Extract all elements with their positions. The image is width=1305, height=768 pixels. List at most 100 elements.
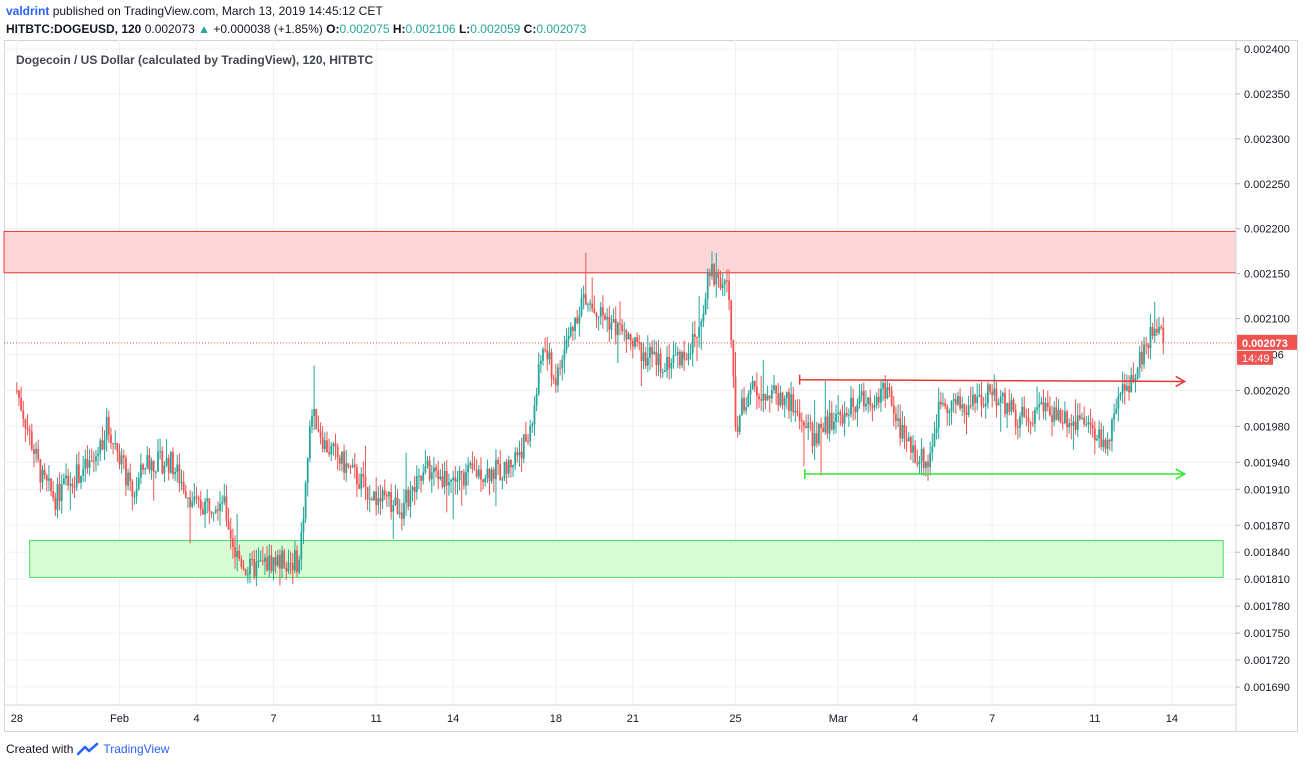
candle-body	[924, 461, 927, 469]
candle-body	[554, 378, 557, 386]
chart-frame[interactable]	[4, 40, 1298, 732]
candle-body	[392, 505, 395, 512]
candle-body	[507, 460, 510, 474]
tradingview-link[interactable]: TradingView	[103, 742, 170, 756]
price-change: +0.000038 (+1.85%)	[213, 22, 323, 36]
candle-body	[862, 391, 865, 407]
candle-body	[800, 420, 803, 422]
candle-body	[422, 472, 425, 481]
candle-body	[216, 509, 219, 511]
candle-body	[627, 334, 630, 340]
candle-body	[1121, 384, 1124, 394]
candle-body	[347, 463, 350, 467]
tradingview-logo-icon	[77, 742, 99, 756]
candle-body	[501, 478, 504, 481]
candle-body	[199, 499, 202, 510]
candle-body	[657, 353, 660, 366]
candle-body	[529, 425, 532, 442]
candle-body	[244, 569, 247, 575]
author-name[interactable]: valdrint	[6, 4, 50, 18]
candle-body	[180, 482, 183, 484]
x-tick-label: Mar	[829, 713, 848, 725]
candle-body	[251, 558, 254, 560]
zones	[3, 230, 1237, 578]
candle-body	[897, 418, 899, 421]
candle-body	[1066, 411, 1068, 428]
candle-body	[41, 469, 44, 483]
candle-body	[612, 319, 615, 323]
candle-body	[944, 403, 947, 407]
candle-body	[1085, 424, 1088, 426]
candle-body	[447, 481, 450, 486]
candle-body	[674, 354, 677, 356]
candle-body	[323, 440, 326, 449]
candle-body	[546, 350, 549, 360]
candle-body	[719, 277, 722, 289]
candle-body	[533, 405, 536, 425]
candle-body	[1046, 402, 1049, 408]
candle-body	[888, 387, 891, 391]
candle-body	[965, 412, 968, 416]
candle-body	[749, 389, 752, 395]
candle-body	[796, 410, 799, 413]
candle-body	[708, 272, 711, 277]
candle-body	[33, 449, 35, 454]
candle-body	[437, 470, 440, 480]
candle-body	[488, 468, 491, 482]
candle-body	[283, 550, 286, 568]
candle-body	[920, 448, 923, 462]
candle-body	[351, 464, 354, 467]
candle-body	[927, 461, 929, 468]
candle-body	[599, 307, 602, 317]
candle-body	[901, 425, 904, 439]
candle-body	[651, 347, 653, 354]
candle-body	[330, 445, 333, 455]
candle-body	[148, 455, 151, 471]
candle-body	[580, 298, 583, 316]
candle-body	[499, 463, 502, 481]
candle-body	[394, 497, 397, 506]
candle-body	[146, 455, 149, 469]
candle-body	[916, 463, 919, 465]
candle-body	[172, 452, 174, 475]
candle-body	[597, 316, 600, 318]
candle-body	[274, 557, 277, 566]
y-tick-label: 0.001910	[1244, 484, 1290, 496]
candle-body	[370, 498, 373, 501]
candle-body	[1076, 415, 1079, 431]
candle-body	[50, 478, 52, 492]
candle-body	[86, 459, 89, 468]
candle-body	[914, 445, 917, 464]
candle-body	[865, 404, 867, 407]
candle-body	[1023, 406, 1026, 417]
candle-body	[116, 443, 119, 452]
candle-body	[424, 466, 427, 473]
candle-body	[289, 562, 292, 564]
candle-body	[510, 460, 512, 468]
candle-body	[815, 433, 818, 444]
candle-body	[88, 460, 91, 468]
candle-body	[229, 529, 232, 539]
candle-body	[306, 458, 309, 484]
candle-body	[255, 562, 258, 577]
trend-lines	[798, 374, 1187, 480]
time-axis: 28 Feb 4 7 11 14 18 21 25 Mar 4 7 11 14	[11, 713, 1178, 725]
candle-body	[999, 396, 1002, 403]
candle-body	[832, 421, 835, 430]
candle-body	[383, 490, 386, 495]
y-tick-label: 0.001690	[1244, 682, 1290, 694]
candle-body	[640, 343, 643, 362]
candle-body	[1001, 392, 1004, 397]
candle-body	[452, 477, 455, 480]
candle-body	[850, 397, 852, 415]
candle-body	[659, 353, 662, 373]
candle-body	[811, 423, 814, 446]
candle-body	[20, 397, 23, 411]
candle-body	[356, 467, 358, 485]
candle-body	[531, 424, 534, 426]
candle-body	[841, 415, 844, 424]
candle-body	[867, 397, 870, 405]
candle-body	[84, 459, 87, 469]
candle-body	[266, 557, 268, 571]
